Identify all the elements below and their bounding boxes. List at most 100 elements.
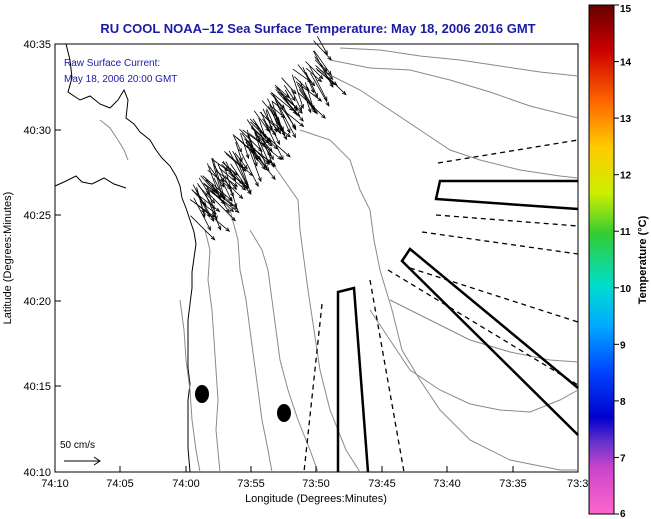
- arrow-head-icon: [238, 147, 242, 153]
- arrow-icon: [309, 65, 328, 101]
- arrow-head-icon: [231, 173, 236, 179]
- arrow-icon: [221, 161, 238, 176]
- arrow-icon: [269, 105, 281, 134]
- arrow-icon: [267, 98, 284, 131]
- arrow-head-icon: [254, 182, 259, 187]
- arrow-icon: [250, 121, 278, 150]
- arrow-icon: [220, 177, 243, 199]
- arrow-head-icon: [280, 114, 286, 119]
- y-axis-label: Latitude (Degrees:Minutes): [2, 192, 14, 325]
- arrow-icon: [207, 163, 221, 199]
- arrow-icon: [211, 158, 229, 172]
- arrow-icon: [241, 132, 253, 148]
- arrow-head-icon: [202, 201, 207, 206]
- radar-beam-outlines: [336, 179, 579, 473]
- arrow-icon: [305, 72, 318, 98]
- arrow-icon: [200, 175, 216, 193]
- arrow-head-icon: [292, 125, 297, 131]
- arrow-icon: [304, 82, 314, 110]
- arrow-head-icon: [263, 164, 268, 170]
- arrow-icon: [275, 89, 303, 114]
- arrow-head-icon: [220, 182, 225, 188]
- x-axis-label: Longitude (Degrees:Minutes): [245, 493, 387, 505]
- arrow-head-icon: [232, 185, 238, 191]
- arrow-icon: [250, 127, 273, 147]
- arrow-icon: [246, 119, 272, 157]
- arrow-icon: [204, 177, 218, 194]
- arrow-head-icon: [271, 175, 276, 181]
- arrow-icon: [192, 190, 220, 212]
- arrow-head-icon: [239, 164, 244, 170]
- colorbar: 15 14 13 12 11 10 9 8 7 6 Temperature (°C): [588, 4, 649, 519]
- arrow-icon: [274, 84, 289, 98]
- arrow-head-icon: [276, 140, 280, 146]
- y-tick-label: 40:25: [23, 210, 51, 222]
- arrow-icon: [259, 111, 280, 132]
- arrow-icon: [266, 108, 278, 132]
- arrow-icon: [215, 170, 238, 187]
- colorbar-tick-label: 10: [620, 284, 632, 295]
- arrow-head-icon: [251, 149, 256, 155]
- arrow-icon: [239, 128, 263, 152]
- arrow-icon: [241, 153, 259, 187]
- x-tick-label: 73:55: [237, 478, 265, 490]
- colorbar-tick-label: 12: [620, 171, 632, 182]
- arrow-head-icon: [270, 155, 274, 161]
- arrow-icon: [220, 179, 233, 202]
- arrow-icon: [207, 169, 232, 190]
- arrow-icon: [240, 133, 249, 159]
- axis-ticks: [54, 43, 514, 472]
- arrow-icon: [310, 73, 330, 106]
- arrow-head-icon: [247, 189, 252, 195]
- arrow-icon: [277, 91, 304, 122]
- arrow-head-icon: [207, 226, 211, 232]
- current-vectors: [189, 36, 347, 241]
- arrow-head-icon: [228, 197, 233, 202]
- radar-beam-lines: [303, 139, 579, 473]
- arrow-head-icon: [321, 114, 326, 119]
- arrow-head-icon: [318, 74, 324, 80]
- arrow-icon: [298, 89, 316, 113]
- arrow-head-icon: [299, 122, 305, 128]
- colorbar-ticks: 15 14 13 12 11 10 9 8 7 6: [614, 4, 632, 519]
- arrow-head-icon: [215, 207, 221, 213]
- arrow-head-icon: [201, 212, 206, 218]
- current-note-line2: May 18, 2006 20:00 GMT: [64, 74, 177, 85]
- arrow-icon: [316, 36, 328, 55]
- arrow-icon: [284, 89, 298, 111]
- arrow-head-icon: [281, 131, 286, 137]
- colorbar-tick-label: 6: [620, 509, 626, 519]
- y-tick-label: 40:20: [23, 296, 51, 308]
- arrow-icon: [208, 166, 225, 188]
- arrow-head-icon: [233, 203, 238, 209]
- x-tick-label: 73:50: [302, 478, 330, 490]
- arrow-head-icon: [243, 164, 248, 170]
- arrow-icon: [189, 199, 215, 218]
- arrow-icon: [235, 141, 243, 162]
- arrow-head-icon: [307, 108, 312, 114]
- y-tick-label: 40:35: [23, 39, 51, 51]
- current-note-line1: Raw Surface Current:: [64, 58, 160, 69]
- bathymetry-contours: [99, 47, 579, 473]
- arrow-icon: [205, 193, 222, 230]
- arrow-icon: [258, 135, 273, 152]
- arrow-head-icon: [268, 142, 273, 147]
- arrow-head-icon: [239, 179, 245, 185]
- colorbar-tick-label: 14: [620, 58, 632, 69]
- arrow-icon: [261, 118, 277, 136]
- arrow-icon: [234, 152, 248, 170]
- arrow-head-icon: [284, 93, 290, 99]
- arrow-head-icon: [298, 106, 303, 112]
- arrow-head-icon: [283, 135, 288, 141]
- arrow-icon: [228, 172, 244, 184]
- x-tick-labels: 74:10 74:05 74:00 73:55 73:50 73:45 73:4…: [41, 478, 588, 490]
- arrow-icon: [272, 101, 304, 127]
- arrow-icon: [233, 135, 262, 160]
- arrow-icon: [264, 122, 284, 160]
- arrow-head-icon: [210, 235, 216, 241]
- arrow-head-icon: [265, 138, 270, 144]
- x-tick-label: 73:35: [499, 478, 527, 490]
- coastline-inlet: [54, 175, 127, 189]
- arrow-icon: [262, 108, 280, 145]
- arrow-head-icon: [291, 96, 296, 102]
